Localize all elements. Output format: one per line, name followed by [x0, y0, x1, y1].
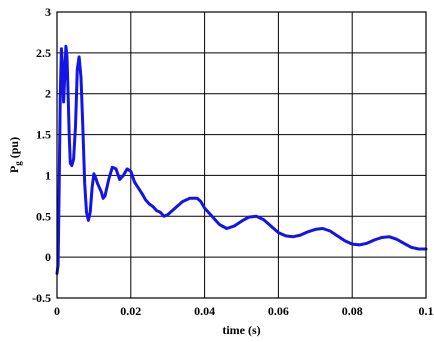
x-tick-label: 0.08: [342, 304, 363, 318]
y-tick-label: -0.5: [32, 291, 51, 305]
y-tick-label: 1: [45, 168, 51, 182]
y-axis-label: Pg (pu): [7, 137, 23, 173]
y-axis-label-sub: g: [13, 161, 23, 166]
x-tick-label: 0.1: [419, 304, 434, 318]
series-line-0: [55, 44, 428, 275]
series-layer: [55, 44, 428, 275]
x-tick-label: 0.02: [120, 304, 141, 318]
x-tick-label: 0.06: [268, 304, 289, 318]
x-tick-label: 0: [54, 304, 60, 318]
x-tick-labels: 0 0.02 0.04 0.06 0.08 0.1: [54, 304, 434, 318]
y-tick-label: 1.5: [36, 128, 51, 142]
y-tick-label: 3: [45, 5, 51, 19]
x-tick-label: 0.04: [194, 304, 215, 318]
y-tick-label: 2.5: [36, 46, 51, 60]
y-axis-label-rest: (pu): [7, 137, 21, 161]
y-tick-labels: -0.5 0 0.5 1 1.5 2 2.5 3: [32, 5, 51, 305]
y-tick-label: 0: [45, 250, 51, 264]
y-tick-label: 0.5: [36, 209, 51, 223]
grid: [56, 11, 427, 299]
plot-frame: [56, 11, 427, 299]
x-axis-label: time (s): [222, 323, 260, 337]
y-tick-label: 2: [45, 87, 51, 101]
y-axis-label-main: P: [7, 166, 21, 173]
